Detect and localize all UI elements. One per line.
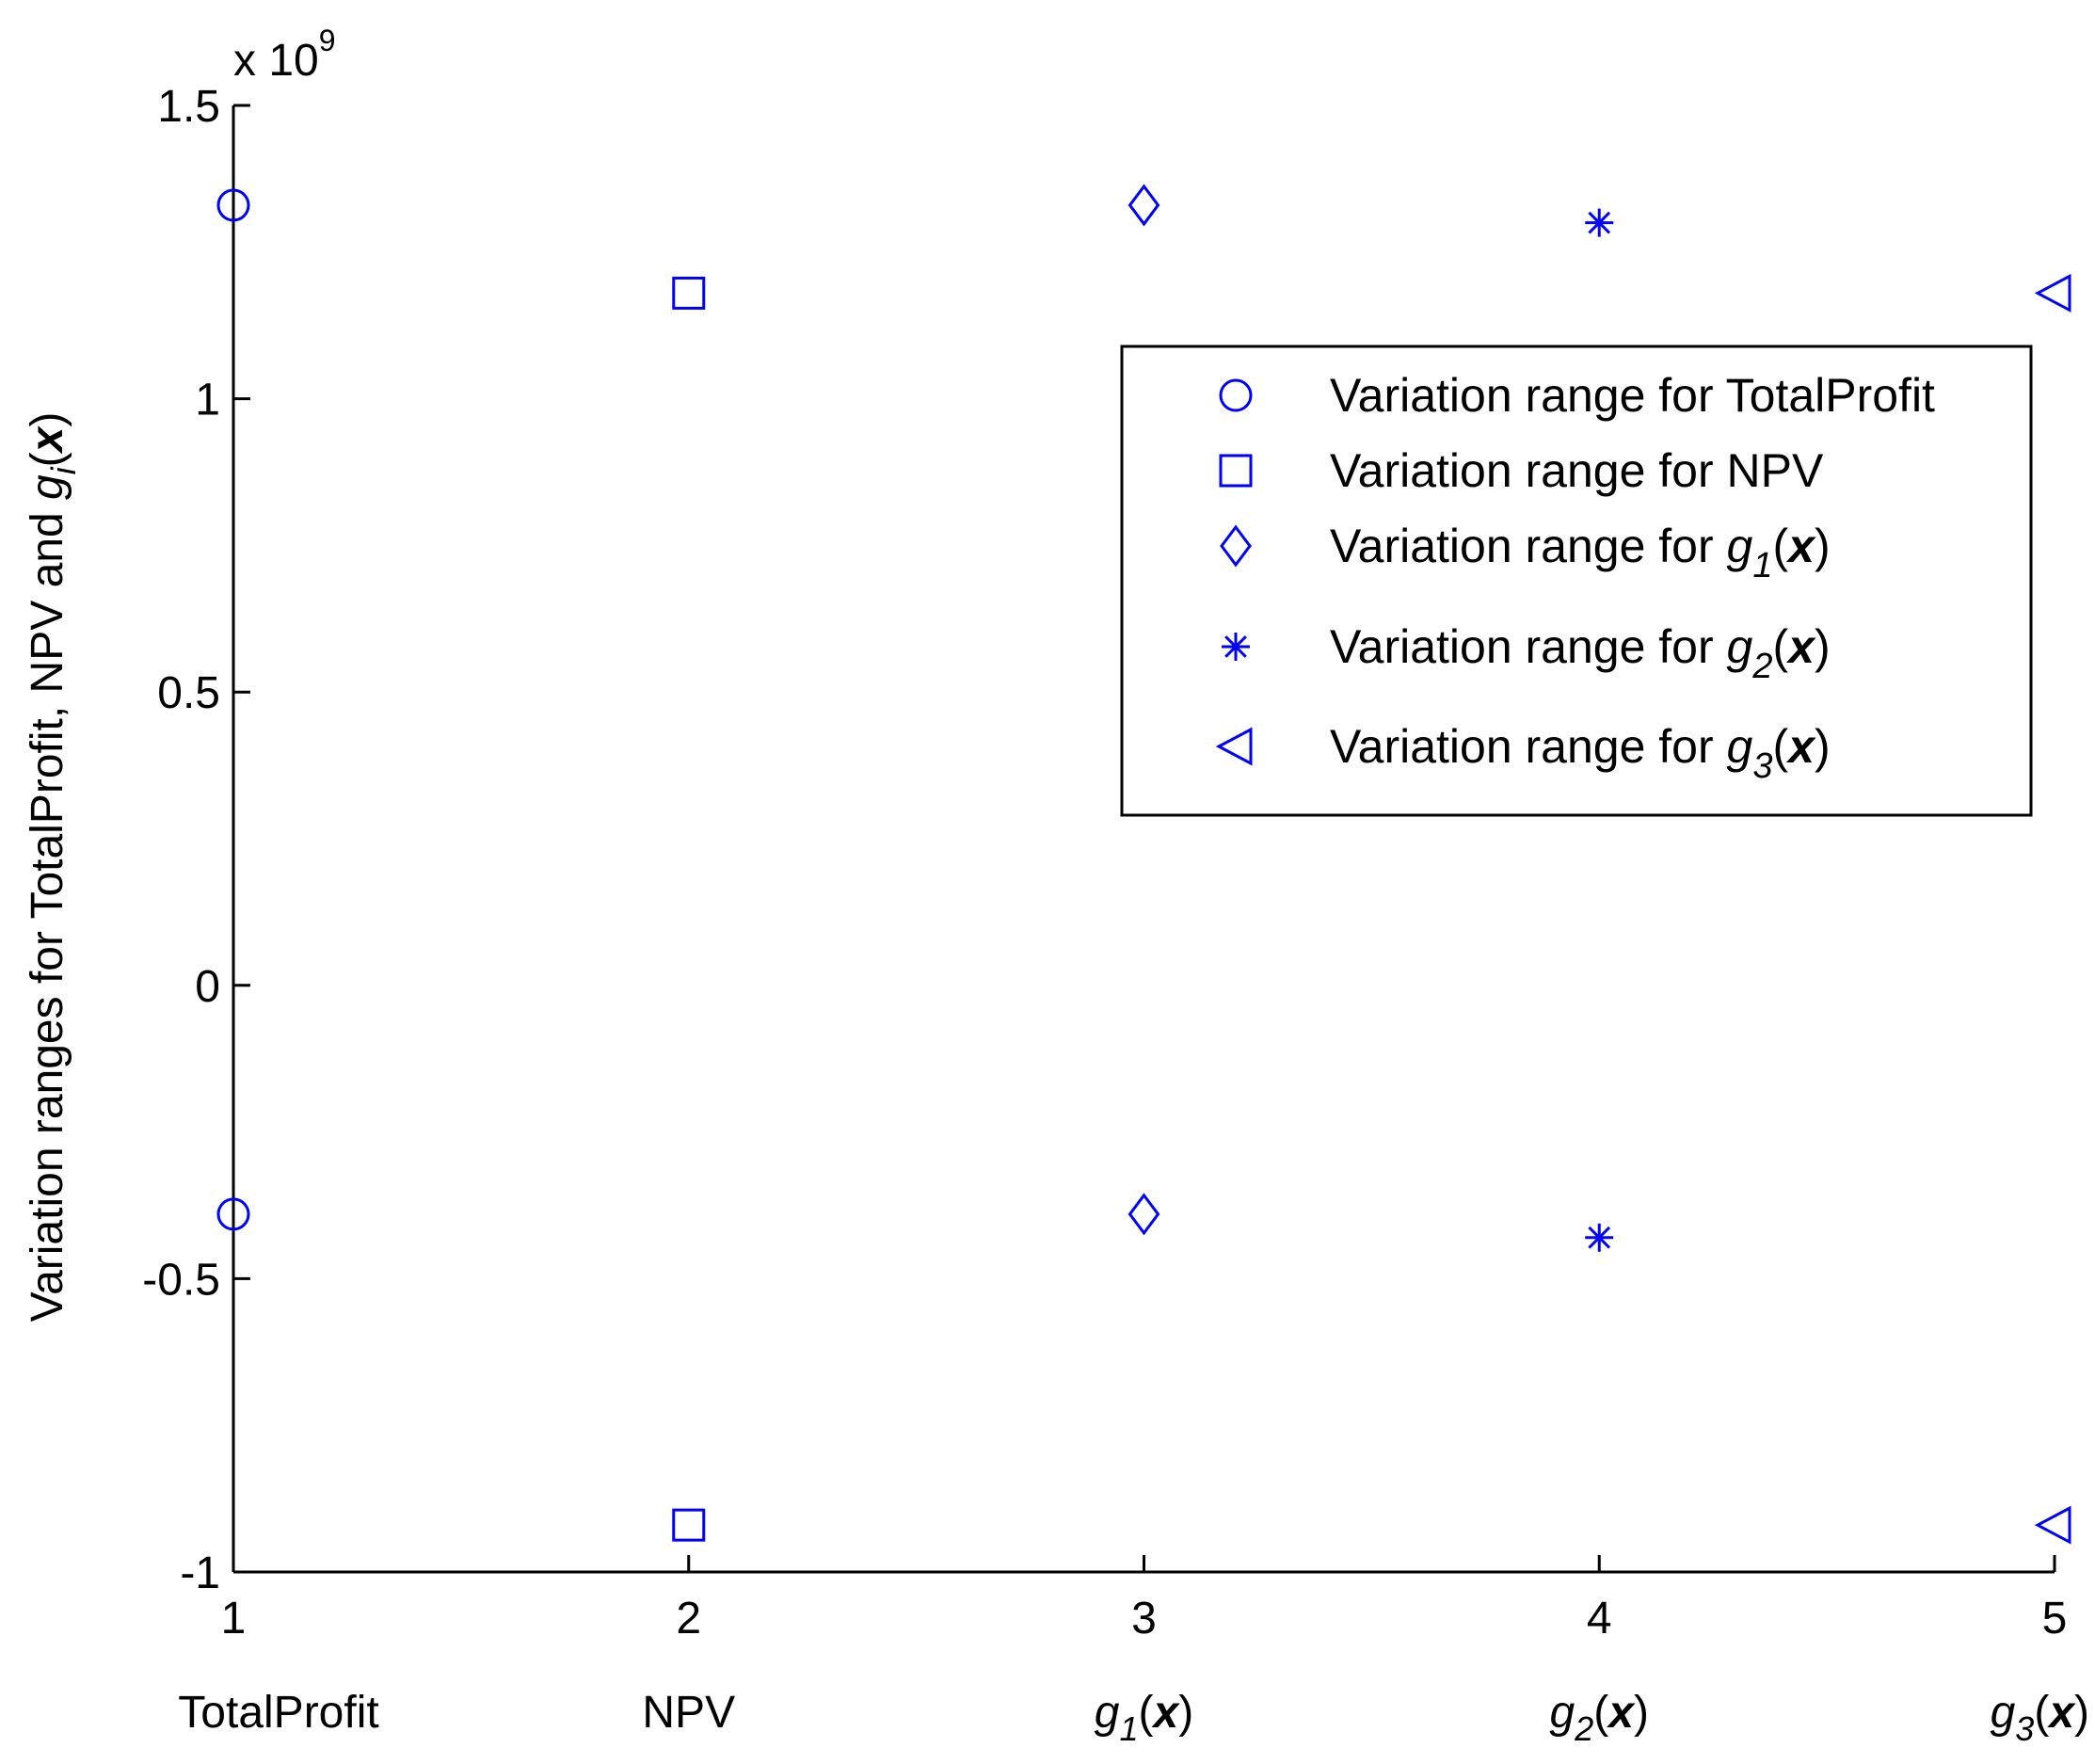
data-point-circle — [216, 188, 250, 222]
y-tick-label: 0 — [195, 962, 220, 1012]
x-ticks: 1 2 3 4 5 — [221, 1555, 2068, 1644]
category-label: TotalProfit — [178, 1688, 378, 1738]
data-point-square — [672, 276, 706, 310]
category-label: g2(x) — [1550, 1688, 1649, 1748]
category-label: NPV — [642, 1688, 735, 1738]
y-tick-label: -1 — [180, 1548, 220, 1598]
data-points — [216, 184, 2071, 1545]
axes — [232, 105, 2055, 1574]
y-tick-label: 1 — [195, 376, 220, 425]
data-point-asterisk — [1585, 1223, 1614, 1252]
x-tick-label: 3 — [1131, 1594, 1157, 1644]
legend-entry-label: Variation range for g3(x) — [1330, 720, 1831, 786]
y-ticks: -1 -0.5 0 0.5 1 1.5 — [142, 82, 250, 1598]
data-point-square — [672, 1508, 706, 1542]
x-tick-label: 2 — [676, 1594, 701, 1644]
legend-entry-label: Variation range for g1(x) — [1330, 520, 1831, 585]
legend-marker-circle — [1219, 378, 1253, 412]
category-label: g1(x) — [1095, 1688, 1193, 1748]
category-label: g3(x) — [1991, 1688, 2089, 1748]
y-axis-title: Variation ranges for TotalProfit, NPV an… — [23, 412, 83, 1323]
legend-entry-label: Variation range for NPV — [1330, 444, 1824, 497]
y-exponent: x 109 — [233, 24, 336, 86]
legend-entry-label: Variation range for g2(x) — [1330, 620, 1831, 686]
legend-marker-asterisk — [1222, 633, 1250, 661]
data-point-triangle-left — [2034, 273, 2071, 313]
legend-marker-square — [1219, 454, 1253, 488]
legend: Variation range for TotalProfit Variation… — [1120, 345, 2033, 817]
data-point-circle — [216, 1197, 250, 1231]
data-point-diamond — [1127, 184, 1160, 227]
data-point-asterisk — [1585, 208, 1614, 237]
legend-entry-label: Variation range for TotalProfit — [1330, 369, 1935, 422]
y-axis-label: Variation ranges for TotalProfit, NPV an… — [23, 412, 83, 1323]
y-tick-label: -0.5 — [142, 1255, 220, 1305]
y-exponent-label: x 109 — [233, 24, 336, 86]
x-tick-label: 4 — [1587, 1594, 1612, 1644]
x-tick-label: 1 — [221, 1594, 247, 1644]
x-tick-label: 5 — [2042, 1594, 2068, 1644]
y-tick-label: 1.5 — [157, 82, 220, 132]
category-labels: TotalProfit NPV g1(x) g2(x) g3(x) — [178, 1688, 2089, 1748]
legend-box — [1120, 345, 2033, 817]
legend-marker-triangle-left — [1215, 727, 1253, 766]
data-point-diamond — [1127, 1193, 1160, 1236]
legend-marker-diamond — [1220, 524, 1252, 568]
y-tick-label: 0.5 — [157, 668, 220, 718]
data-point-triangle-left — [2034, 1505, 2071, 1545]
